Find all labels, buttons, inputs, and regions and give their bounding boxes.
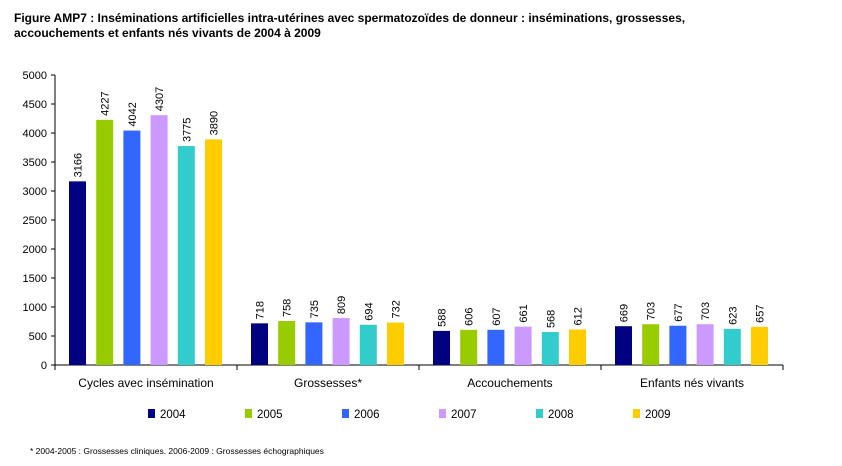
bar [569, 329, 586, 365]
x-tick-label: Grossesses* [294, 376, 362, 390]
y-tick-label: 3000 [23, 186, 47, 198]
y-tick-label: 0 [41, 360, 47, 372]
legend-label: 2009 [645, 409, 671, 421]
bar [487, 329, 505, 365]
bar-value-label: 677 [673, 303, 685, 321]
y-tick-label: 3500 [23, 157, 47, 169]
bar-value-label: 606 [464, 307, 476, 325]
bar [541, 332, 559, 365]
bar-value-label: 703 [700, 302, 712, 320]
y-tick-label: 500 [29, 331, 47, 343]
legend-label: 2004 [160, 409, 186, 421]
bar-value-label: 758 [282, 299, 294, 317]
bar [387, 322, 404, 365]
bar [642, 324, 660, 365]
y-tick-label: 4000 [23, 128, 47, 140]
bar [696, 324, 714, 365]
bar [514, 326, 532, 365]
y-tick-label: 1500 [23, 273, 47, 285]
footnote: * 2004-2005 : Grossesses cliniques. 2006… [30, 446, 324, 456]
bar [460, 329, 478, 365]
legend-swatch [148, 409, 155, 418]
bar [723, 328, 741, 365]
bar [615, 326, 632, 365]
y-tick-label: 1000 [23, 302, 47, 314]
bar-value-label: 703 [646, 302, 658, 320]
bar [359, 324, 377, 365]
legend-swatch [245, 409, 252, 418]
y-tick-label: 5000 [23, 70, 47, 82]
bar-value-label: 718 [255, 301, 267, 319]
bar [433, 330, 450, 365]
bar-value-label: 4042 [127, 102, 139, 126]
x-tick-label: Accouchements [467, 376, 552, 390]
y-tick-label: 2500 [23, 215, 47, 227]
bar [123, 130, 141, 365]
bar-value-label: 3775 [181, 118, 193, 142]
bar-value-label: 661 [518, 304, 530, 322]
bar [251, 323, 268, 365]
legend-swatch [439, 409, 446, 418]
bar-value-label: 694 [363, 302, 375, 320]
bar [69, 181, 86, 365]
bar-value-label: 735 [309, 300, 321, 318]
legend-label: 2008 [548, 409, 574, 421]
bar-value-label: 809 [336, 296, 348, 314]
bar [751, 326, 768, 365]
bar-value-label: 3166 [73, 153, 85, 177]
x-tick-label: Enfants nés vivants [640, 376, 744, 390]
bar-value-label: 607 [491, 307, 503, 325]
bar [332, 318, 350, 365]
bar [669, 325, 687, 365]
bar-value-label: 588 [437, 309, 449, 327]
bar-value-label: 669 [619, 304, 631, 322]
chart-title: Figure AMP7 : Inséminations artificielle… [14, 11, 814, 41]
chart-title-line-2: accouchements et enfants nés vivants de … [14, 26, 321, 40]
bar-value-label: 4307 [154, 87, 166, 111]
bar [305, 322, 323, 365]
x-tick-label: Cycles avec insémination [78, 376, 213, 390]
legend-swatch [342, 409, 349, 418]
y-tick-label: 4500 [23, 99, 47, 111]
bar [278, 321, 296, 365]
y-tick-label: 2000 [23, 244, 47, 256]
legend-label: 2006 [354, 409, 380, 421]
bar-value-label: 612 [573, 307, 585, 325]
bar [150, 115, 168, 365]
bar-value-label: 3890 [209, 111, 221, 135]
chart-title-line-1: Figure AMP7 : Inséminations artificielle… [14, 11, 686, 25]
legend-swatch [633, 409, 640, 418]
bar-chart: 0 500 1000 1500 2000 2500 3000 3500 4000 4500 5000… [23, 70, 784, 421]
bar [96, 119, 114, 365]
bar-value-label: 732 [391, 300, 403, 318]
legend-swatch [536, 409, 543, 418]
bar-value-label: 623 [727, 307, 739, 325]
legend-label: 2005 [257, 409, 283, 421]
bar-value-label: 4227 [100, 91, 112, 115]
legend-label: 2007 [451, 409, 477, 421]
bar [177, 146, 195, 365]
bar-value-label: 657 [755, 305, 767, 323]
bar-value-label: 568 [545, 310, 557, 328]
bar [205, 139, 222, 365]
